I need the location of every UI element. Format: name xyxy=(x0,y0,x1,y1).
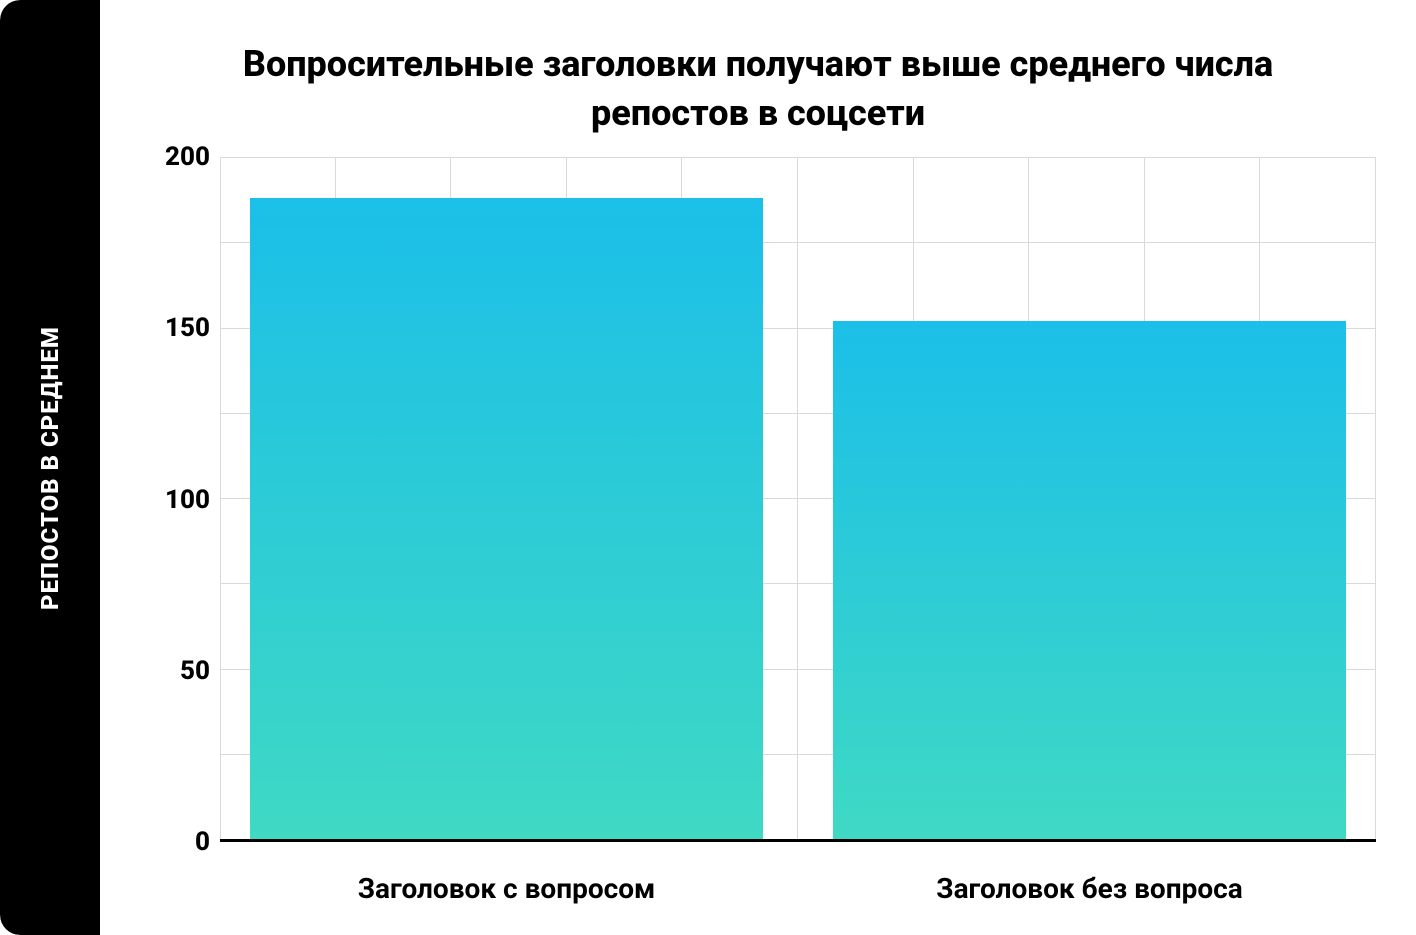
yaxis-tick: 0 xyxy=(195,827,210,857)
yaxis-tick: 150 xyxy=(165,313,210,343)
plot-region xyxy=(220,157,1376,842)
xaxis-labels: Заголовок с вопросом Заголовок без вопрос… xyxy=(140,842,1376,905)
chart-wrap: 050100150200 Заголовок с вопросомЗаголов… xyxy=(140,157,1376,905)
yaxis-tick: 100 xyxy=(165,485,210,515)
yaxis-ticks: 050100150200 xyxy=(140,157,220,842)
chart-bar xyxy=(833,321,1346,839)
yaxis-sidebar: РЕПОСТОВ В СРЕДНЕМ xyxy=(0,0,100,935)
chart-main: Вопросительные заголовки получают выше с… xyxy=(100,0,1416,935)
chart-bar xyxy=(250,198,763,839)
xaxis-label: Заголовок с вопросом xyxy=(250,872,763,905)
chart-card: РЕПОСТОВ В СРЕДНЕМ Вопросительные заголо… xyxy=(0,0,1416,935)
chart-area: 050100150200 xyxy=(140,157,1376,842)
yaxis-tick: 50 xyxy=(180,656,210,686)
chart-bars xyxy=(220,157,1376,839)
yaxis-tick: 200 xyxy=(165,142,210,172)
xaxis-label: Заголовок без вопроса xyxy=(833,872,1346,905)
chart-title: Вопросительные заголовки получают выше с… xyxy=(140,40,1376,157)
yaxis-label: РЕПОСТОВ В СРЕДНЕМ xyxy=(36,326,64,610)
